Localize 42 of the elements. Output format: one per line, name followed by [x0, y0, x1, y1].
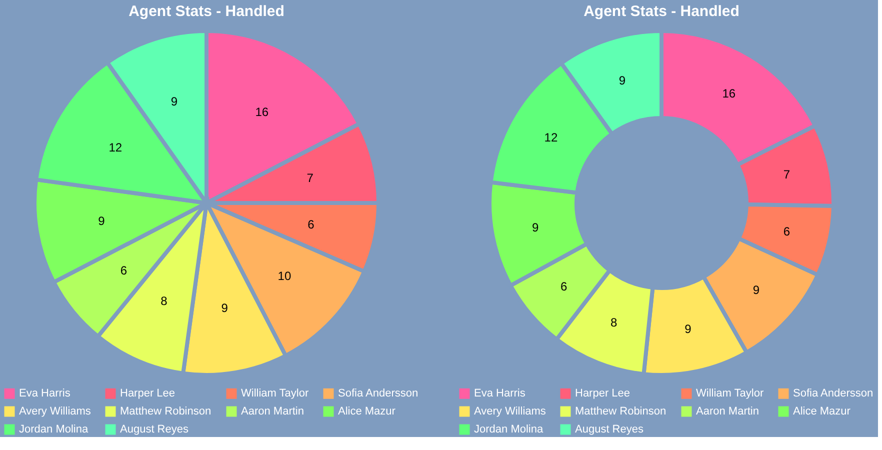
- legend-label: Jordan Molina: [19, 424, 89, 436]
- data-label: 9: [170, 94, 178, 108]
- legend-label: Sofia Andersson: [338, 388, 418, 400]
- legend-label: Aaron Martin: [241, 406, 304, 418]
- data-label: 9: [221, 301, 228, 316]
- data-label: 9: [752, 282, 760, 297]
- legend-label: Avery Williams: [474, 406, 546, 418]
- data-label: 16: [255, 104, 269, 119]
- legend-label: Matthew Robinson: [120, 406, 212, 418]
- legend-label: Matthew Robinson: [575, 406, 666, 418]
- legend-label: Jordan Molina: [474, 424, 544, 436]
- legend-label: William Taylor: [696, 388, 764, 400]
- data-label: 8: [610, 315, 618, 330]
- legend-label: Alice Mazur: [338, 406, 396, 418]
- data-label: 7: [306, 170, 314, 185]
- data-label: 9: [618, 74, 626, 88]
- data-label: 6: [120, 263, 128, 278]
- legend-label: Eva Harris: [19, 388, 71, 400]
- legend-label: Avery Williams: [19, 406, 92, 418]
- legend-label: Harper Lee: [575, 388, 630, 400]
- data-label: 9: [684, 322, 692, 336]
- legend-label: William Taylor: [241, 388, 309, 400]
- data-label: 6: [308, 218, 315, 232]
- data-label: 7: [783, 167, 790, 182]
- legend-label: Alice Mazur: [793, 406, 851, 418]
- data-label: 10: [278, 268, 292, 283]
- legend-label: August Reyes: [120, 424, 189, 436]
- legend-label: Eva Harris: [474, 388, 526, 400]
- data-label: 16: [722, 86, 736, 101]
- chart-title: Agent Stats - Handled: [128, 3, 284, 20]
- legend-label: Sofia Andersson: [793, 388, 874, 400]
- data-label: 8: [160, 294, 168, 308]
- data-label: 6: [560, 280, 568, 294]
- legend-label: August Reyes: [575, 424, 644, 436]
- data-label: 12: [108, 140, 122, 155]
- data-label: 9: [532, 220, 539, 234]
- legend-label: Harper Lee: [120, 388, 176, 400]
- data-label: 6: [783, 224, 790, 239]
- data-label: 9: [98, 214, 106, 228]
- data-label: 12: [544, 130, 558, 144]
- chart-title: Agent Stats - Handled: [584, 3, 740, 20]
- legend-label: Aaron Martin: [696, 406, 759, 418]
